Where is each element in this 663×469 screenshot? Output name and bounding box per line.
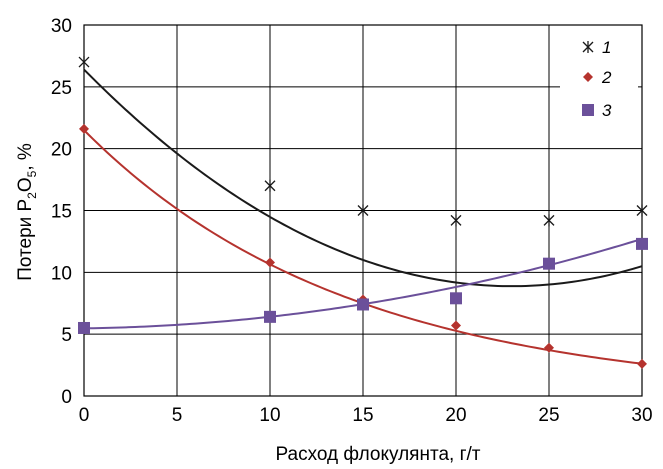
x-tick-label-1: 5 bbox=[172, 405, 183, 426]
data-point-series-1-3 bbox=[450, 214, 462, 227]
y-tick-label-0: 0 bbox=[61, 387, 72, 408]
data-point-series-2-1 bbox=[265, 257, 275, 268]
legend-marker-2 bbox=[583, 72, 593, 82]
y-tick-labels: 0 5 10 15 20 25 30 bbox=[51, 16, 72, 408]
x-tick-labels: 0 5 10 15 20 25 30 bbox=[79, 405, 653, 426]
y-tick-label-1: 5 bbox=[61, 325, 72, 346]
y-axis-title: Потери P2O5, % bbox=[15, 143, 39, 281]
legend: 1 2 3 bbox=[560, 30, 638, 138]
data-markers bbox=[78, 56, 648, 369]
x-tick-label-4: 20 bbox=[445, 405, 466, 426]
legend-label-3: 3 bbox=[602, 101, 612, 120]
data-point-series-3-0 bbox=[78, 321, 90, 334]
y-axis-title-sub1: 2 bbox=[25, 192, 39, 199]
data-point-series-3-2 bbox=[357, 298, 369, 311]
legend-label-2: 2 bbox=[601, 68, 612, 87]
x-tick-label-2: 10 bbox=[259, 405, 280, 426]
x-axis-title: Расход флокулянта, г/т bbox=[276, 444, 481, 465]
x-tick-label-0: 0 bbox=[79, 405, 90, 426]
data-point-series-1-0 bbox=[78, 56, 90, 69]
y-tick-label-6: 30 bbox=[51, 16, 72, 37]
data-point-series-3-3 bbox=[450, 292, 462, 305]
y-axis-title-mid: O bbox=[15, 177, 36, 192]
data-point-series-1-5 bbox=[636, 204, 648, 217]
data-point-series-2-4 bbox=[544, 342, 554, 353]
y-tick-label-4: 20 bbox=[51, 140, 72, 161]
data-point-series-3-5 bbox=[636, 237, 648, 250]
legend-marker-1 bbox=[582, 41, 594, 53]
data-point-series-1-4 bbox=[543, 214, 555, 227]
legend-label-1: 1 bbox=[602, 38, 611, 57]
y-axis-title-tail: , % bbox=[15, 143, 36, 171]
legend-marker-3 bbox=[582, 104, 594, 116]
data-point-series-2-5 bbox=[637, 358, 647, 369]
trend-line-series-1 bbox=[83, 68, 643, 288]
x-tick-label-5: 25 bbox=[538, 405, 559, 426]
y-axis-title-main: Потери P bbox=[15, 199, 36, 281]
data-point-series-2-0 bbox=[79, 123, 89, 134]
y-axis-title-sub2: 5 bbox=[25, 170, 39, 177]
data-point-series-1-2 bbox=[357, 204, 369, 217]
data-point-series-3-4 bbox=[543, 257, 555, 270]
y-tick-label-2: 10 bbox=[51, 263, 72, 284]
x-tick-label-6: 30 bbox=[631, 405, 652, 426]
y-tick-label-3: 15 bbox=[51, 202, 72, 223]
data-point-series-1-1 bbox=[264, 179, 276, 192]
data-point-series-2-3 bbox=[451, 320, 461, 331]
y-tick-label-5: 25 bbox=[51, 78, 72, 99]
data-point-series-3-1 bbox=[264, 310, 276, 323]
x-tick-label-3: 15 bbox=[352, 405, 373, 426]
